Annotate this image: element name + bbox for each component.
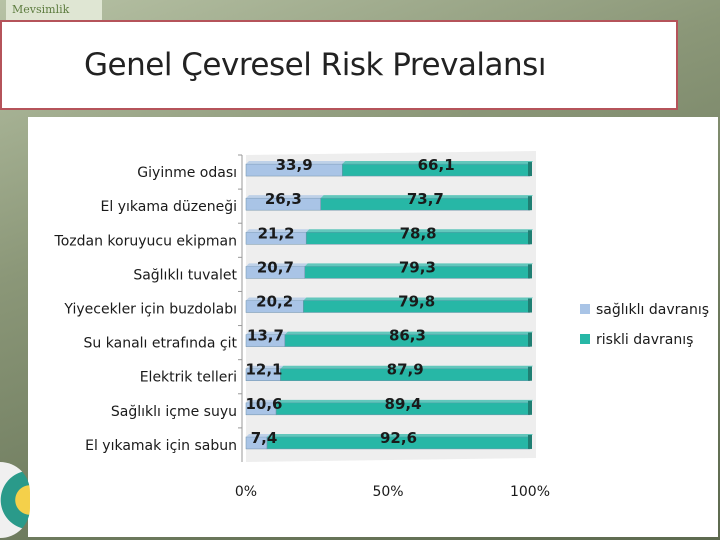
data-label-risky: 66,1 [418, 156, 455, 174]
data-label-risky: 79,8 [398, 293, 435, 311]
data-label-healthy: 10,6 [245, 395, 282, 413]
category-label: Sağlıklı tuvalet [133, 267, 237, 283]
bar-healthy-top [246, 297, 307, 301]
bar-end-cap [528, 332, 532, 347]
category-label: El yıkamak için sabun [85, 438, 237, 454]
bar-risky-top [276, 399, 533, 403]
legend-label-healthy: sağlıklı davranış [596, 302, 709, 318]
bar-risky-top [303, 297, 533, 301]
x-tick-label: 0% [235, 484, 257, 500]
bar-healthy-top [246, 331, 288, 335]
bar-risky-top [342, 161, 533, 165]
category-label: Su kanalı etrafında çit [84, 336, 238, 352]
data-label-healthy: 33,9 [276, 156, 313, 174]
bar-risky-top [306, 229, 533, 233]
bar-end-cap [528, 366, 532, 381]
data-label-healthy: 26,3 [265, 190, 302, 208]
bar-healthy-top [246, 161, 346, 165]
data-label-risky: 78,8 [400, 224, 437, 242]
bar-risky-top [304, 263, 533, 267]
bar-healthy-top [246, 365, 284, 369]
legend-label-risky: riskli davranış [596, 332, 693, 348]
category-label: Yiyecekler için buzdolabı [63, 302, 237, 318]
data-label-healthy: 20,2 [256, 293, 293, 311]
data-label-risky: 86,3 [389, 327, 426, 345]
bar-risky-top [280, 365, 533, 369]
bar-end-cap [528, 196, 532, 211]
legend-swatch-healthy [580, 304, 590, 314]
category-label: El yıkama düzeneği [101, 199, 237, 215]
data-label-healthy: 20,7 [257, 258, 294, 276]
data-label-healthy: 13,7 [247, 327, 284, 345]
bar-end-cap [528, 298, 532, 313]
bar-healthy-top [246, 263, 308, 267]
data-label-risky: 73,7 [407, 190, 444, 208]
bar-risky-top [284, 331, 533, 335]
bar-healthy-top [246, 195, 324, 199]
bar-healthy-top [246, 433, 271, 437]
x-tick-label: 50% [372, 484, 403, 500]
data-label-risky: 87,9 [387, 361, 424, 379]
slide-title: Genel Çevresel Risk Prevalansı [84, 47, 546, 83]
bar-end-cap [528, 400, 532, 415]
bar-end-cap [528, 230, 532, 245]
legend-swatch-risky [580, 334, 590, 344]
title-box [0, 20, 678, 110]
bar-healthy-top [246, 399, 280, 403]
bar-risky-top [267, 433, 533, 437]
data-label-risky: 89,4 [385, 395, 422, 413]
category-label: Sağlıklı içme suyu [111, 404, 237, 420]
bar-healthy-top [246, 229, 310, 233]
category-label: Tozdan koruyucu ekipman [54, 233, 237, 249]
category-label: Giyinme odası [137, 165, 237, 181]
logo-banner: Mevsimlik [6, 0, 102, 22]
data-label-risky: 92,6 [380, 429, 417, 447]
data-label-healthy: 12,1 [245, 361, 282, 379]
data-label-healthy: 7,4 [251, 429, 278, 447]
bar-end-cap [528, 162, 532, 177]
bar-end-cap [528, 434, 532, 449]
bar-risky-top [320, 195, 533, 199]
data-label-risky: 79,3 [399, 258, 436, 276]
logo-text: Mevsimlik [12, 3, 70, 16]
category-label: Elektrik telleri [140, 370, 237, 386]
x-tick-label: 100% [510, 484, 550, 500]
bar-end-cap [528, 264, 532, 279]
data-label-healthy: 21,2 [258, 224, 295, 242]
